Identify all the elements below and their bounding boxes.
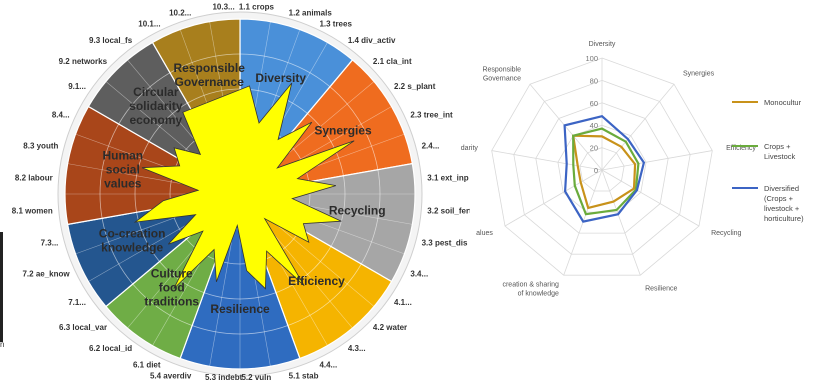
wheel-segment-label: 7.1... bbox=[68, 298, 86, 307]
legend-label-2: Crops + Livestock bbox=[764, 142, 796, 161]
wheel-segment-label: 1.1 crops bbox=[239, 3, 275, 12]
radar-tick-label: 100 bbox=[585, 54, 598, 63]
radar-grid-20 bbox=[579, 147, 625, 192]
radar-axis-label: Efficiency bbox=[726, 145, 756, 152]
wheel-sector-4 bbox=[238, 192, 393, 360]
radar-axis-line bbox=[601, 83, 675, 171]
wheel-category-label: Culture food traditions bbox=[144, 266, 199, 308]
radar-tick-label: 60 bbox=[590, 99, 598, 108]
wheel-category-label: Recycling bbox=[329, 204, 386, 218]
wheel-segment-label: 1.2 animals bbox=[289, 8, 333, 17]
wheel-category-label: Synergies bbox=[314, 124, 372, 138]
wheel-segment-label: 5.1 stab bbox=[289, 372, 319, 381]
wheel-segment-label: 9.2 networks bbox=[59, 57, 108, 66]
wheel-category-label: Co-creation knowledge bbox=[99, 226, 166, 254]
wheel-segment-label: 3.3 pest_dis bbox=[422, 239, 468, 248]
radar-chart: 0 20 40 60 80 100 Diversity Synergies Efficiency… bbox=[461, 41, 804, 297]
wheel-segment-label: 5.4 averdiv bbox=[150, 372, 192, 381]
wheel-segment-label: 2.3 tree_int bbox=[410, 111, 453, 120]
wheel-category-label: Resilience bbox=[210, 302, 270, 316]
wheel-segment-label: 3.4... bbox=[410, 269, 428, 278]
wheel-segment-label: 3.1 ext_inp bbox=[427, 174, 468, 183]
wheel-segment-label: 1.3 trees bbox=[319, 20, 352, 29]
legend-label-1: Monocultur bbox=[764, 98, 802, 107]
left-edge-bar bbox=[0, 232, 3, 342]
radar-axis-label: Responsible Governance bbox=[482, 66, 521, 82]
agroecology-wheel: Diversity Synergies Recycling Efficiency Res… bbox=[12, 3, 470, 382]
radar-axis-line bbox=[491, 150, 603, 171]
wheel-segment-label: 9.1... bbox=[68, 82, 86, 91]
wheel-sector-5 bbox=[179, 192, 301, 370]
wheel-score-polygon bbox=[133, 82, 355, 290]
legend-label-3: Diversified (Crops + livestock + horticultu… bbox=[764, 184, 804, 223]
wheel-segment-label: 4.2 water bbox=[373, 323, 407, 332]
wheel-segment-label: 10.2... bbox=[169, 8, 191, 17]
wheel-segment-label: 7.2 ae_know bbox=[22, 269, 70, 278]
wheel-category-label: Efficiency bbox=[288, 274, 345, 288]
radar-axis-label: Recycling bbox=[711, 230, 741, 237]
radar-series-3 bbox=[563, 114, 646, 223]
radar-axis-label: Diversity bbox=[589, 41, 616, 48]
wheel-segment-label: 6.1 diet bbox=[133, 360, 161, 369]
wheel-grid-ring-3 bbox=[134, 88, 346, 300]
wheel-segment-label: 1.4 div_activ bbox=[348, 36, 396, 45]
radar-axis-line bbox=[601, 150, 713, 171]
wheel-segment-label: 3.2 soil_fert bbox=[427, 206, 470, 215]
radar-axis-label: alues bbox=[476, 230, 493, 237]
radar-axis-label: creation & sharing of knowledge bbox=[502, 281, 559, 297]
wheel-segment-label: 2.2 s_plant bbox=[394, 82, 436, 91]
wheel-segment-label: 9.3 local_fs bbox=[89, 36, 133, 45]
wheel-segment-label: 4.1... bbox=[394, 298, 412, 307]
wheel-segment-label: 7.3... bbox=[41, 239, 59, 248]
wheel-segment-label: 5.3 indebt bbox=[205, 373, 243, 382]
wheel-segment-label: 8.2 labour bbox=[15, 174, 53, 183]
radar-tick-label: 80 bbox=[590, 76, 598, 85]
wheel-category-label: Responsible Governance bbox=[174, 61, 246, 89]
wheel-segment-label: 10.1... bbox=[138, 20, 160, 29]
wheel-segment-label: 8.1 women bbox=[12, 206, 53, 215]
wheel-segment-label: 10.3... bbox=[212, 3, 234, 12]
wheel-segment-label: 2.1 cla_int bbox=[373, 57, 412, 66]
wheel-grid-ring-4 bbox=[99, 53, 381, 335]
wheel-category-label: Human social values bbox=[102, 148, 143, 190]
left-edge-text: n bbox=[0, 340, 5, 349]
wheel-category-label: Diversity bbox=[255, 71, 306, 85]
radar-axis-line bbox=[601, 169, 700, 227]
wheel-category-label: Circular solidarity economy bbox=[129, 85, 183, 127]
radar-series-2 bbox=[572, 127, 640, 216]
wheel-segment-label: 4.4... bbox=[319, 360, 337, 369]
radar-axis-line bbox=[504, 169, 603, 227]
radar-tick-label: 40 bbox=[590, 121, 598, 130]
radar-axis-label: Resilience bbox=[645, 285, 677, 292]
wheel-segment-label: 8.4... bbox=[52, 111, 70, 120]
radar-tick-label: 20 bbox=[590, 144, 598, 153]
wheel-segment-label: 5.2 vuln bbox=[241, 373, 271, 382]
radar-tick-label: 0 bbox=[594, 166, 598, 175]
radar-grid-60 bbox=[535, 102, 669, 234]
radar-series-1 bbox=[571, 134, 637, 210]
radar-axis-label: darity bbox=[461, 145, 479, 152]
radar-axis-line bbox=[529, 83, 603, 171]
wheel-segment-label: 2.4... bbox=[422, 141, 440, 150]
wheel-segment-label: 8.3 youth bbox=[23, 141, 58, 150]
radar-grid-80 bbox=[513, 79, 691, 255]
wheel-segment-label: 6.2 local_id bbox=[89, 344, 132, 353]
radar-grid-100 bbox=[491, 57, 713, 276]
radar-axis-line bbox=[601, 169, 641, 276]
wheel-segment-label: 4.3... bbox=[348, 344, 366, 353]
wheel-segment-label: 6.3 local_var bbox=[59, 323, 107, 332]
radar-axis-label: Synergies bbox=[683, 70, 715, 77]
